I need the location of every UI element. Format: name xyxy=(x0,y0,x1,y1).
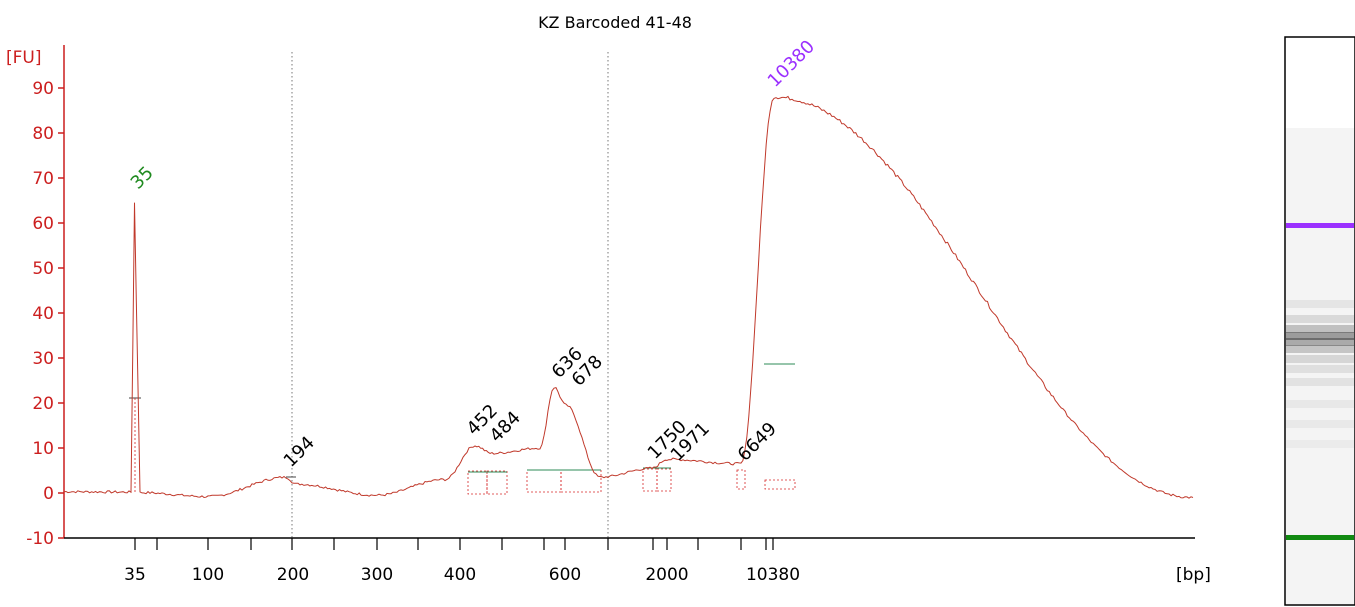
peak-region-box xyxy=(736,469,746,490)
peak-region-box xyxy=(526,469,562,493)
peak-label: 6649 xyxy=(734,418,781,465)
gel-background xyxy=(1286,128,1354,604)
peak-label: 35 xyxy=(127,162,158,193)
gel-band xyxy=(1286,325,1354,333)
y-tick-label: 40 xyxy=(32,304,54,324)
y-tick-label: 80 xyxy=(32,124,54,144)
peak-region-box xyxy=(642,468,658,492)
gel-band xyxy=(1286,378,1354,386)
gel-band xyxy=(1286,400,1354,408)
x-axis: 35 100 200 300 400 600 2000 10380 xyxy=(64,537,1195,585)
gel-band xyxy=(1286,440,1354,448)
gel-band xyxy=(1286,315,1354,323)
gel-band xyxy=(1286,355,1354,363)
y-tick-label: 50 xyxy=(32,259,54,279)
y-tick-label: 0 xyxy=(43,484,54,504)
x-axis-label: [bp] xyxy=(1176,565,1211,585)
x-tick-label: 600 xyxy=(549,565,581,585)
gel-band xyxy=(1286,332,1354,340)
gel-band xyxy=(1286,365,1354,373)
gel-lane xyxy=(1284,36,1355,606)
gel-lower-marker xyxy=(1286,535,1354,540)
y-tick-label: 90 xyxy=(32,79,54,99)
peak-regions xyxy=(129,363,796,495)
y-axis: -10 0 10 20 30 40 50 60 70 80 90 xyxy=(26,45,65,549)
y-tick-label: 70 xyxy=(32,169,54,189)
y-tick-label: -10 xyxy=(26,529,54,549)
peak-region-box xyxy=(656,468,672,492)
y-tick-label: 60 xyxy=(32,214,54,234)
y-tick-label: 10 xyxy=(32,439,54,459)
divider-lines xyxy=(291,52,609,538)
peak-region-box xyxy=(486,470,508,495)
peak-label: 194 xyxy=(280,432,319,471)
gel-band xyxy=(1286,338,1354,346)
gel-band xyxy=(1286,345,1354,353)
y-axis-label: [FU] xyxy=(6,48,42,68)
signal-trace xyxy=(63,95,1194,499)
y-tick-label: 20 xyxy=(32,394,54,414)
x-tick-label: 400 xyxy=(444,565,476,585)
gel-band xyxy=(1286,300,1354,308)
peak-region-box xyxy=(467,470,488,495)
x-tick-label: 300 xyxy=(361,565,393,585)
chart-title: KZ Barcoded 41-48 xyxy=(538,13,692,32)
gel-band xyxy=(1286,420,1354,428)
trace-line xyxy=(63,95,1194,499)
peak-label: 10380 xyxy=(764,36,819,91)
y-tick-label: 30 xyxy=(32,349,54,369)
x-tick-label: 2000 xyxy=(645,565,688,585)
x-tick-label: 35 xyxy=(124,565,146,585)
peak-region-box xyxy=(764,479,796,490)
gel-upper-marker xyxy=(1286,223,1354,228)
x-tick-label: 10380 xyxy=(746,565,800,585)
x-tick-label: 200 xyxy=(277,565,309,585)
x-tick-label: 100 xyxy=(192,565,224,585)
